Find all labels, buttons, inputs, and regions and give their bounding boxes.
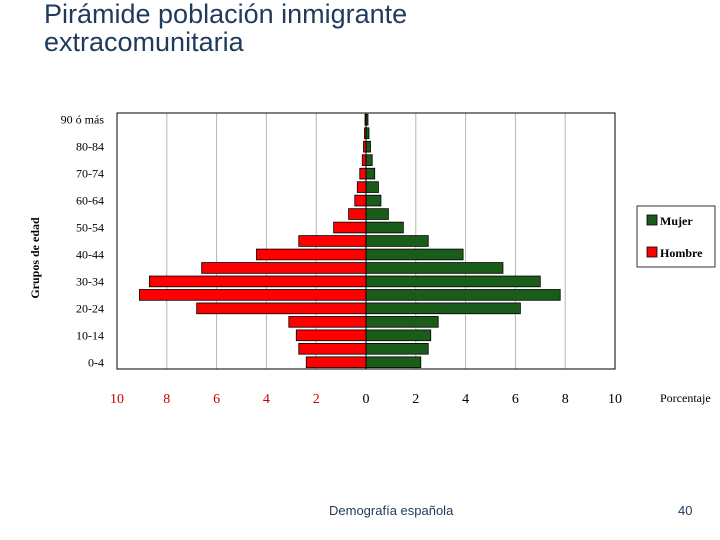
age-group-label: 80-84	[76, 140, 104, 154]
y-axis-title: Grupos de edad	[28, 217, 42, 299]
bar-hombre	[196, 302, 367, 315]
age-group-label: 60-64	[76, 194, 104, 208]
legend-label-hombre: Hombre	[660, 246, 703, 260]
x-tick-labels: 10 8 6 4 2 0 2 4 6 8 10	[110, 392, 622, 407]
bar-mujer	[365, 221, 404, 234]
footer-text: Demografía española	[329, 503, 454, 518]
bar-mujer	[365, 140, 371, 153]
legend-label-mujer: Mujer	[660, 214, 693, 228]
slide-title-line-2: extracomunitaria	[44, 27, 244, 57]
bar-mujer	[365, 154, 373, 166]
bar-mujer	[365, 262, 504, 274]
bar-hombre	[256, 248, 367, 261]
bar-mujer	[365, 356, 422, 369]
bar-mujer	[365, 302, 521, 315]
age-group-label: 40-44	[76, 247, 104, 261]
bar-mujer	[365, 181, 379, 193]
age-group-label: 30-34	[76, 274, 104, 288]
x-tick-label: 2	[412, 392, 419, 407]
bar-hombre	[295, 329, 367, 342]
age-group-labels: 0-4 10-14 20-24 30-34 40-44 50-54 60-64 70-74 80…	[61, 113, 105, 370]
bar-hombre	[148, 275, 367, 288]
bar-mujer	[365, 275, 541, 288]
legend-swatch-mujer	[646, 214, 658, 226]
x-tick-label: 6	[213, 392, 220, 407]
age-group-label: 0-4	[88, 355, 104, 369]
bar-mujer	[365, 248, 464, 261]
bar-mujer	[365, 208, 389, 220]
age-group-label: 20-24	[76, 301, 104, 315]
bar-hombre	[139, 289, 367, 301]
bar-hombre	[356, 181, 367, 193]
bars	[139, 113, 561, 369]
bar-mujer	[365, 342, 429, 355]
slide-title: Pirámide población inmigrante extracomun…	[44, 0, 604, 56]
bar-hombre	[361, 154, 367, 166]
age-group-label: 50-54	[76, 221, 104, 235]
x-tick-label: 0	[363, 392, 370, 407]
bar-hombre	[333, 221, 367, 234]
x-tick-label: 2	[313, 392, 320, 407]
age-group-label: 70-74	[76, 167, 104, 181]
x-tick-label: 10	[110, 392, 124, 407]
bar-mujer	[365, 194, 382, 207]
slide-title-line-1: Pirámide población inmigrante	[44, 0, 408, 29]
bar-mujer	[365, 167, 376, 180]
bar-hombre	[201, 262, 367, 274]
bar-hombre	[288, 316, 367, 328]
x-tick-label: 8	[163, 392, 170, 407]
age-group-label: 90 ó más	[61, 113, 105, 127]
x-tick-label: 8	[562, 392, 569, 407]
bar-mujer	[365, 329, 432, 342]
bar-hombre	[298, 342, 367, 355]
legend-swatch-hombre	[646, 246, 658, 258]
x-axis-title: Porcentaje	[660, 391, 711, 405]
bar-hombre	[305, 356, 367, 369]
x-tick-label: 6	[512, 392, 519, 407]
x-tick-label: 4	[462, 392, 469, 407]
x-tick-label: 10	[608, 392, 622, 407]
bar-hombre	[359, 167, 367, 180]
page-number: 40	[678, 503, 693, 518]
bar-mujer	[365, 289, 561, 301]
bar-hombre	[354, 194, 367, 207]
age-group-label: 10-14	[76, 328, 104, 342]
x-tick-label: 4	[263, 392, 270, 407]
legend: Mujer Hombre	[636, 205, 716, 268]
bar-hombre	[298, 235, 367, 247]
bar-mujer	[365, 316, 439, 328]
bar-mujer	[365, 235, 429, 247]
bar-hombre	[348, 208, 367, 220]
